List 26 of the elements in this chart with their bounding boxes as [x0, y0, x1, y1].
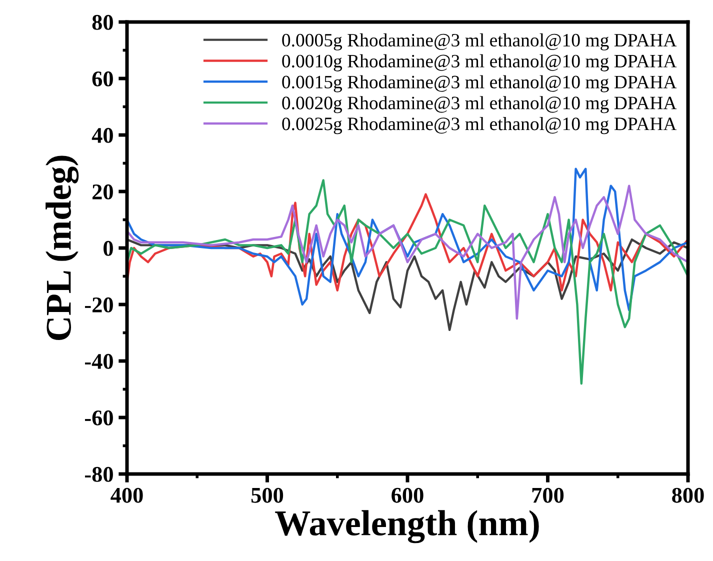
line-series — [127, 193, 688, 292]
y-tick-label: 80 — [92, 14, 113, 30]
y-tick-label: 60 — [92, 71, 113, 86]
legend-label: 0.0020g Rhodamine@3 ml ethanol@10 mg DPAHA — [282, 96, 677, 114]
x-tick-label: 800 — [672, 488, 704, 503]
x-axis-title: Wavelength (nm) — [275, 510, 539, 544]
line-series — [127, 238, 688, 332]
y-tick-label: -60 — [84, 410, 113, 426]
legend-label: 0.0005g Rhodamine@3 ml ethanol@10 mg DPAHA — [282, 33, 677, 50]
x-tick-label: 700 — [532, 488, 564, 503]
line-series — [127, 179, 688, 385]
y-tick-label: 20 — [92, 184, 113, 200]
x-tick-label: 500 — [251, 488, 284, 503]
y-tick-label: -80 — [84, 466, 113, 482]
y-axis-title: CPL (mdeg) — [46, 156, 79, 340]
y-tick-label: 40 — [92, 128, 113, 143]
y-tick-label: 0 — [104, 240, 113, 256]
x-tick-label: 600 — [392, 488, 424, 503]
y-tick-label: -20 — [84, 297, 113, 312]
x-tick-label: 400 — [110, 488, 143, 503]
legend-label: 0.0010g Rhodamine@3 ml ethanol@10 mg DPAHA — [282, 54, 677, 72]
legend-label: 0.0015g Rhodamine@3 ml ethanol@10 mg DPAHA — [282, 75, 677, 92]
line-series — [127, 168, 688, 312]
y-tick-label: -40 — [84, 354, 113, 369]
legend-label: 0.0025g Rhodamine@3 ml ethanol@10 mg DPAHA — [282, 117, 677, 134]
line-series — [127, 184, 688, 320]
